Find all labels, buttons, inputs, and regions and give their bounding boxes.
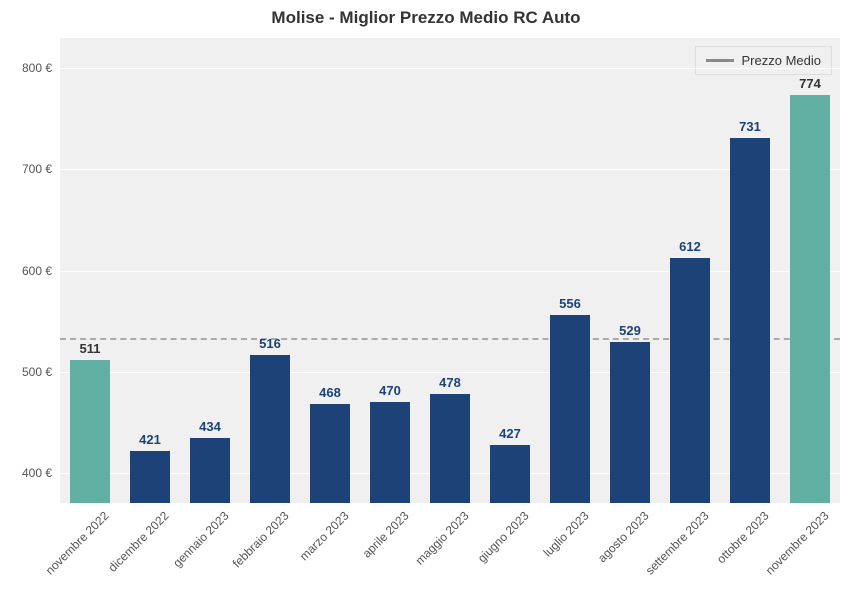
chart-title: Molise - Miglior Prezzo Medio RC Auto — [0, 0, 852, 28]
legend-label: Prezzo Medio — [742, 53, 821, 68]
x-tick-label: novembre 2023 — [720, 503, 832, 615]
y-tick-label: 800 € — [22, 61, 60, 75]
gridline — [60, 372, 840, 373]
x-tick-label: settembre 2023 — [600, 503, 712, 615]
x-tick-label: febbraio 2023 — [180, 503, 292, 615]
x-tick-label: agosto 2023 — [540, 503, 652, 615]
bar: 478 — [430, 394, 471, 503]
x-tick-label: gennaio 2023 — [120, 503, 232, 615]
y-tick-label: 500 € — [22, 365, 60, 379]
bar-value-label: 556 — [559, 296, 581, 315]
bar: 516 — [250, 355, 291, 503]
bar: 529 — [610, 342, 651, 503]
bar: 612 — [670, 258, 711, 503]
bar: 470 — [370, 402, 411, 503]
bar: 468 — [310, 404, 351, 503]
x-tick-label: dicembre 2022 — [60, 503, 172, 615]
x-tick-label: ottobre 2023 — [660, 503, 772, 615]
y-tick-label: 700 € — [22, 162, 60, 176]
bar: 434 — [190, 438, 231, 503]
plot-area: Prezzo Medio 400 €500 €600 €700 €800 €51… — [60, 38, 840, 503]
bar-value-label: 511 — [79, 341, 100, 360]
bar: 421 — [130, 451, 171, 503]
x-tick-label: novembre 2022 — [0, 503, 112, 615]
bar-value-label: 470 — [379, 383, 401, 402]
x-tick-label: maggio 2023 — [360, 503, 472, 615]
x-tick-label: marzo 2023 — [240, 503, 352, 615]
bar-value-label: 434 — [199, 419, 221, 438]
bar-value-label: 421 — [139, 432, 161, 451]
bar-value-label: 516 — [259, 336, 281, 355]
bar: 556 — [550, 315, 591, 503]
bar: 427 — [490, 445, 531, 503]
y-tick-label: 600 € — [22, 264, 60, 278]
bar-value-label: 468 — [319, 385, 341, 404]
bar: 511 — [70, 360, 111, 503]
bar-value-label: 612 — [679, 239, 701, 258]
bar-value-label: 478 — [439, 375, 461, 394]
bar: 774 — [790, 95, 831, 503]
gridline — [60, 169, 840, 170]
legend: Prezzo Medio — [695, 46, 832, 75]
bar-value-label: 529 — [619, 323, 641, 342]
gridline — [60, 68, 840, 69]
x-tick-label: aprile 2023 — [300, 503, 412, 615]
bar-value-label: 427 — [499, 426, 521, 445]
bar: 731 — [730, 138, 771, 503]
x-tick-label: giugno 2023 — [420, 503, 532, 615]
gridline — [60, 271, 840, 272]
y-tick-label: 400 € — [22, 466, 60, 480]
bar-value-label: 774 — [799, 76, 821, 95]
legend-line — [706, 59, 734, 62]
bar-value-label: 731 — [739, 119, 761, 138]
x-tick-label: luglio 2023 — [480, 503, 592, 615]
average-line — [60, 338, 840, 340]
